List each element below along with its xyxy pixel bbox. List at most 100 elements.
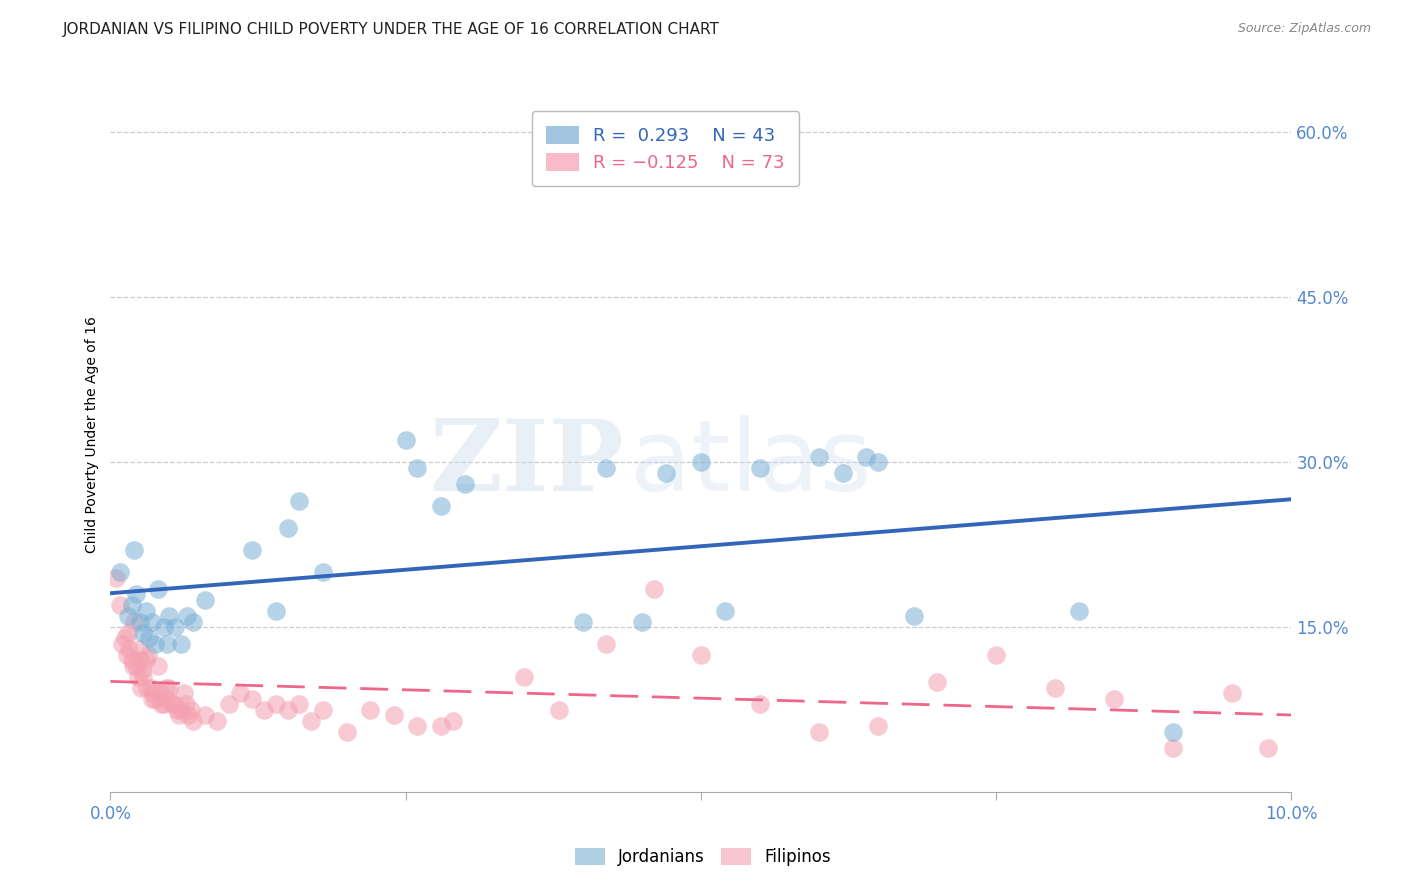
Text: atlas: atlas xyxy=(630,415,872,512)
Point xyxy=(395,434,418,448)
Point xyxy=(156,637,179,651)
Point xyxy=(205,714,228,728)
Point xyxy=(253,703,276,717)
Point xyxy=(156,691,179,706)
Point xyxy=(194,708,217,723)
Point xyxy=(1222,686,1244,700)
Point xyxy=(146,658,169,673)
Point xyxy=(1163,741,1185,756)
Point xyxy=(173,686,195,700)
Text: JORDANIAN VS FILIPINO CHILD POVERTY UNDER THE AGE OF 16 CORRELATION CHART: JORDANIAN VS FILIPINO CHILD POVERTY UNDE… xyxy=(63,22,720,37)
Point xyxy=(749,461,772,475)
Point xyxy=(654,467,676,481)
Text: Source: ZipAtlas.com: Source: ZipAtlas.com xyxy=(1237,22,1371,36)
Point xyxy=(135,604,157,618)
Point xyxy=(855,450,877,464)
Point xyxy=(131,665,153,679)
Point xyxy=(229,686,252,700)
Point xyxy=(143,637,166,651)
Point xyxy=(159,609,181,624)
Point xyxy=(548,703,571,717)
Point xyxy=(128,642,150,657)
Point xyxy=(122,543,145,558)
Point xyxy=(986,648,1008,662)
Point xyxy=(143,691,166,706)
Point xyxy=(121,599,143,613)
Point xyxy=(163,698,186,712)
Point xyxy=(141,615,163,629)
Point xyxy=(117,625,139,640)
Point xyxy=(129,653,152,667)
Point xyxy=(808,450,831,464)
Point xyxy=(277,703,299,717)
Point xyxy=(336,724,359,739)
Point xyxy=(132,625,155,640)
Point xyxy=(690,455,713,469)
Point xyxy=(142,686,165,700)
Point xyxy=(240,691,263,706)
Point xyxy=(177,708,200,723)
Point xyxy=(868,719,890,733)
Point xyxy=(150,698,173,712)
Point xyxy=(264,604,287,618)
Point xyxy=(903,609,925,624)
Point xyxy=(218,698,240,712)
Point xyxy=(165,620,187,634)
Point xyxy=(122,615,145,629)
Point xyxy=(194,592,217,607)
Point xyxy=(299,714,322,728)
Point xyxy=(121,653,143,667)
Point xyxy=(312,566,335,580)
Point xyxy=(441,714,464,728)
Point xyxy=(1163,724,1185,739)
Point xyxy=(166,703,188,717)
Point xyxy=(595,461,617,475)
Point xyxy=(108,599,131,613)
Point xyxy=(572,615,595,629)
Point xyxy=(240,543,263,558)
Point xyxy=(121,658,143,673)
Point xyxy=(114,632,136,646)
Point xyxy=(359,703,381,717)
Point xyxy=(430,500,453,514)
Point xyxy=(117,609,139,624)
Point xyxy=(927,675,949,690)
Point xyxy=(176,609,198,624)
Point xyxy=(288,698,311,712)
Point xyxy=(108,566,131,580)
Point xyxy=(831,467,853,481)
Point xyxy=(277,521,299,535)
Point xyxy=(129,615,152,629)
Point xyxy=(264,698,287,712)
Point xyxy=(713,604,735,618)
Point xyxy=(868,455,890,469)
Point xyxy=(136,681,159,695)
Point xyxy=(180,703,202,717)
Point xyxy=(138,632,160,646)
Point xyxy=(454,477,477,491)
Point xyxy=(149,686,172,700)
Point xyxy=(167,708,190,723)
Point xyxy=(135,653,157,667)
Point xyxy=(136,648,159,662)
Point xyxy=(127,670,149,684)
Point xyxy=(115,648,138,662)
Point xyxy=(146,582,169,596)
Point xyxy=(382,708,405,723)
Point xyxy=(749,698,772,712)
Point xyxy=(513,670,536,684)
Text: ZIP: ZIP xyxy=(429,415,624,512)
Legend: Jordanians, Filipinos: Jordanians, Filipinos xyxy=(567,840,839,875)
Point xyxy=(1045,681,1067,695)
Point xyxy=(406,461,429,475)
Point xyxy=(132,670,155,684)
Y-axis label: Child Poverty Under the Age of 16: Child Poverty Under the Age of 16 xyxy=(86,317,100,553)
Point xyxy=(170,703,193,717)
Point xyxy=(125,658,148,673)
Point xyxy=(139,681,162,695)
Point xyxy=(152,698,174,712)
Point xyxy=(129,681,152,695)
Point xyxy=(643,582,665,596)
Point xyxy=(125,587,148,601)
Point xyxy=(181,714,204,728)
